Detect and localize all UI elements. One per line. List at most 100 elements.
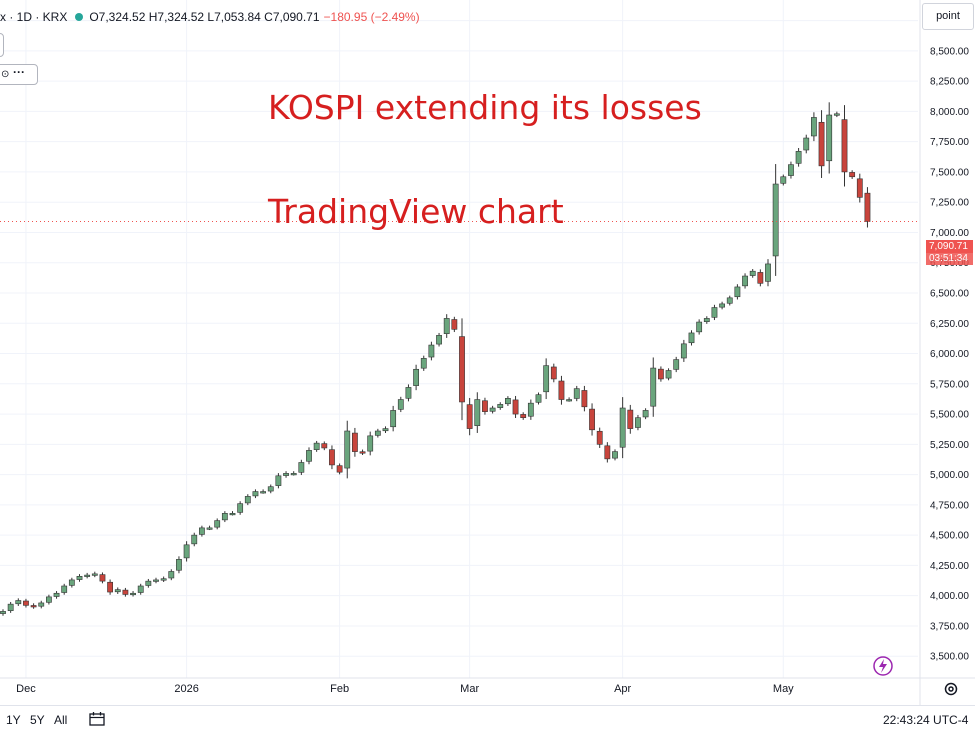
candle-up (772, 183, 779, 257)
candle-up (543, 365, 550, 393)
price-tick-label: 3,750.00 (930, 621, 969, 632)
clock-readout[interactable]: 22:43:24 UTC-4 (883, 713, 969, 727)
candle-up (703, 318, 710, 322)
candle-up (374, 430, 381, 436)
candle-up (61, 585, 68, 593)
candle-down (589, 408, 595, 431)
candle-up (573, 388, 580, 399)
price-axis: 3,500.00 3,750.00 4,000.00 4,250.00 4,500.00… (930, 16, 969, 663)
calendar-icon[interactable] (88, 711, 106, 727)
price-change: −180.95 (−2.49%) (323, 10, 420, 24)
candle-up (160, 578, 167, 581)
candle-up (474, 399, 481, 426)
candle-up (137, 585, 144, 593)
candle-up (382, 428, 389, 432)
candle-up (650, 367, 657, 407)
candle-up (397, 399, 404, 410)
time-axis: Dec 2026 Feb Mar Apr May (16, 683, 794, 695)
candle-up (436, 335, 442, 345)
candle-up (788, 164, 794, 176)
candle-up (765, 263, 771, 282)
legend-toggle-button[interactable] (0, 33, 4, 57)
candle-up (91, 573, 98, 576)
bar-countdown-tag: 03:51:34 (926, 253, 973, 265)
candle-up (803, 137, 810, 151)
candle-up (183, 544, 190, 559)
candle-down (451, 319, 458, 330)
time-tick-label: 2026 (174, 683, 198, 695)
candle-up (726, 297, 733, 304)
candle-up (199, 527, 205, 535)
candle-up (252, 491, 259, 497)
candle-up (405, 387, 412, 399)
range-1y-button[interactable]: 1Y (6, 713, 21, 727)
candle-up (535, 394, 542, 403)
symbol-legend: x · 1D · KRX O7,324.52 H7,324.52 L7,053.… (0, 8, 420, 26)
market-status-icon (75, 13, 84, 21)
candle-down (466, 404, 473, 429)
price-tick-label: 4,250.00 (930, 561, 969, 572)
candle-up (221, 513, 228, 521)
candle-up (176, 559, 182, 571)
more-options-icon[interactable]: ··· (13, 65, 25, 79)
candle-down (856, 178, 863, 198)
settings-gear-icon[interactable] (943, 681, 959, 697)
candle-down (351, 432, 358, 452)
candle-up (443, 318, 450, 334)
lightning-icon[interactable] (872, 655, 894, 677)
candle-up (275, 475, 282, 486)
candle-up (38, 602, 45, 607)
range-all-button[interactable]: All (54, 713, 68, 727)
symbol-label[interactable]: x · 1D · KRX (0, 10, 68, 24)
candle-down (321, 443, 328, 449)
range-5y-button[interactable]: 5Y (30, 713, 45, 727)
candle-up (283, 473, 289, 476)
candle-up (367, 435, 374, 452)
candle-down (359, 451, 366, 454)
candle-up (191, 534, 198, 545)
candle-up (15, 600, 22, 605)
candle-down (627, 409, 634, 429)
candle-up (665, 370, 672, 379)
countdown-value: 03:51:34 (929, 253, 968, 264)
candle-up (734, 286, 741, 298)
price-scale-unit[interactable]: point (922, 3, 974, 30)
candle-up (68, 579, 75, 586)
price-tick-label: 4,750.00 (930, 500, 969, 511)
candle-up (673, 359, 680, 370)
candle-down (596, 430, 603, 445)
time-tick-label: Feb (330, 683, 349, 695)
candle-down (864, 192, 871, 222)
candle-down (99, 574, 106, 582)
candle-up (612, 451, 618, 459)
candle-up (642, 410, 649, 418)
candle-up (76, 575, 83, 580)
candle-up (229, 513, 236, 516)
price-tick-label: 8,500.00 (930, 46, 969, 57)
candle-up (237, 503, 244, 513)
price-tick-label: 6,000.00 (930, 349, 969, 360)
candle-up (795, 151, 802, 164)
candle-down (520, 414, 527, 418)
price-tick-label: 7,750.00 (930, 137, 969, 148)
candle-down (604, 445, 611, 460)
candle-up (130, 592, 136, 596)
candle-up (619, 407, 626, 448)
price-tick-label: 5,750.00 (930, 379, 969, 390)
candle-up (214, 520, 221, 528)
time-tick-label: May (773, 683, 794, 695)
candle-up (413, 368, 419, 386)
candle-up (810, 117, 817, 137)
candle-up (719, 303, 725, 308)
eye-icon[interactable]: ⊙ (1, 69, 10, 80)
candle-down (30, 605, 37, 608)
price-tick-label: 8,000.00 (930, 107, 969, 118)
candle-up (833, 113, 840, 116)
price-tick-label: 7,250.00 (930, 198, 969, 209)
candle-down (329, 449, 335, 466)
price-tick-label: 6,250.00 (930, 319, 969, 330)
legend-settings-button[interactable]: ⊙ ··· (0, 64, 38, 85)
candle-up (168, 571, 175, 579)
candle-up (489, 407, 496, 412)
